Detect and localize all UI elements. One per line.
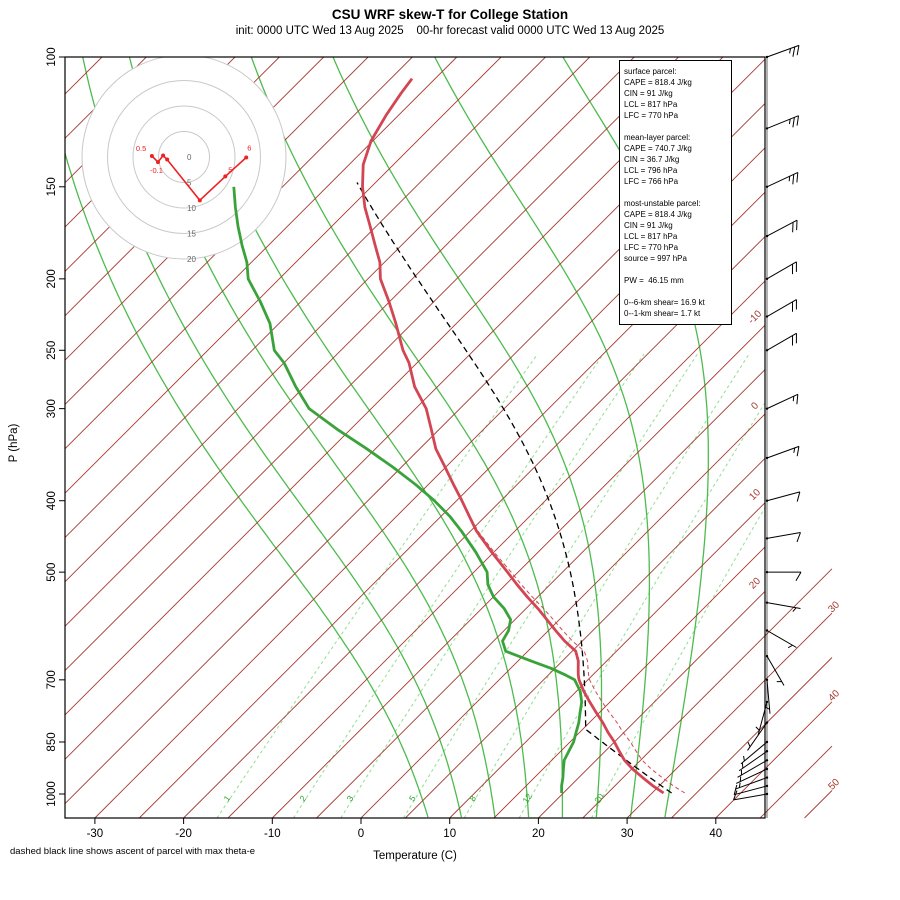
svg-text:40: 40: [709, 828, 722, 840]
svg-text:850: 850: [46, 732, 58, 751]
svg-text:-0.1: -0.1: [150, 166, 163, 175]
svg-text:1: 1: [221, 793, 232, 803]
svg-text:200: 200: [46, 269, 58, 288]
svg-text:-20: -20: [175, 828, 192, 840]
svg-text:30: 30: [826, 599, 842, 615]
svg-text:20: 20: [532, 828, 545, 840]
svg-text:700: 700: [46, 670, 58, 689]
svg-text:12: 12: [520, 791, 534, 805]
svg-text:-10: -10: [264, 828, 281, 840]
svg-text:5: 5: [228, 165, 232, 174]
chart-title: CSU WRF skew-T for College Station: [331, 7, 569, 22]
svg-text:20: 20: [187, 255, 196, 264]
svg-text:50: 50: [826, 777, 842, 793]
svg-text:40: 40: [826, 688, 842, 704]
svg-text:0: 0: [749, 400, 761, 412]
svg-text:-10: -10: [746, 308, 764, 326]
svg-text:8: 8: [467, 793, 478, 803]
svg-text:10: 10: [747, 487, 763, 503]
svg-text:6: 6: [247, 144, 251, 153]
svg-text:30: 30: [621, 828, 634, 840]
svg-text:300: 300: [46, 399, 58, 418]
svg-text:3: 3: [345, 793, 356, 803]
svg-text:500: 500: [46, 563, 58, 582]
footnote: dashed black line shows ascent of parcel…: [10, 846, 256, 857]
svg-text:400: 400: [46, 491, 58, 510]
svg-text:0: 0: [187, 153, 192, 162]
svg-text:10: 10: [443, 828, 456, 840]
svg-text:20: 20: [592, 791, 606, 805]
svg-text:15: 15: [187, 230, 196, 239]
svg-text:1000: 1000: [46, 781, 58, 807]
svg-text:5: 5: [187, 179, 192, 188]
svg-text:0: 0: [358, 828, 364, 840]
svg-text:250: 250: [46, 341, 58, 360]
parcel-info-box: surface parcel: CAPE = 818.4 J/kg CIN = …: [619, 60, 732, 325]
svg-text:20: 20: [747, 576, 763, 592]
svg-text:100: 100: [46, 47, 58, 66]
svg-text:5: 5: [407, 793, 418, 803]
chart-subtitle: init: 0000 UTC Wed 13 Aug 2025 00-hr for…: [235, 25, 665, 37]
svg-text:10: 10: [187, 204, 196, 213]
svg-text:-30: -30: [87, 828, 104, 840]
svg-text:150: 150: [46, 177, 58, 196]
y-axis-title: P (hPa): [8, 423, 20, 463]
x-axis-title: Temperature (C): [373, 850, 457, 862]
svg-text:2: 2: [297, 793, 308, 803]
svg-text:0.5: 0.5: [136, 144, 146, 153]
